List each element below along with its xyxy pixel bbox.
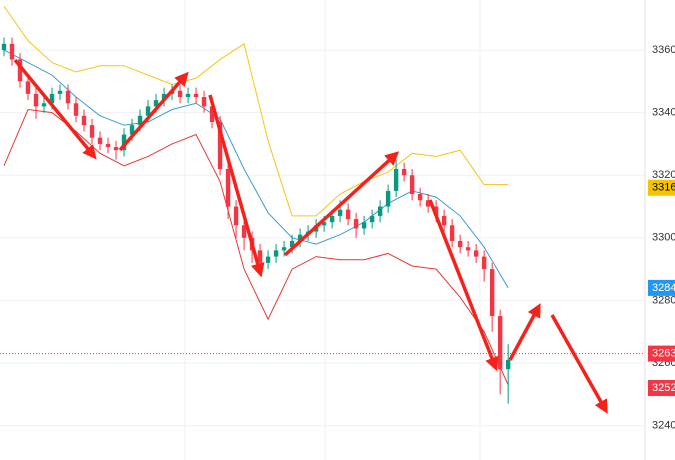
candle-body xyxy=(241,225,247,238)
candle-body xyxy=(441,215,447,226)
price-badge-label: 3284 xyxy=(652,282,675,294)
candle-body xyxy=(257,250,263,263)
price-badge xyxy=(648,345,675,362)
candle-body xyxy=(497,316,503,370)
candle-body xyxy=(361,222,367,229)
candle-body xyxy=(353,219,359,229)
candle-body xyxy=(337,209,343,216)
price-badge-label: 3263 xyxy=(652,348,675,360)
y-tick-label: 3280 xyxy=(652,294,675,306)
price-badge-label: 3252 xyxy=(652,382,675,394)
candle-body xyxy=(41,103,47,107)
candle-body xyxy=(49,93,55,104)
candle-body xyxy=(329,215,335,223)
candle-body xyxy=(81,115,87,126)
candle-body xyxy=(377,206,383,216)
candle-body xyxy=(425,200,431,207)
trend-arrows xyxy=(13,58,608,414)
candle-body xyxy=(193,93,199,98)
candle-body xyxy=(97,137,103,144)
candle-body xyxy=(209,106,215,123)
y-tick-label: 3360 xyxy=(652,44,675,56)
y-tick-label: 3340 xyxy=(652,107,675,119)
candle-body xyxy=(345,209,351,220)
candle-body xyxy=(473,250,479,257)
candle-body xyxy=(481,256,487,270)
candle-body xyxy=(409,175,415,195)
candle-body xyxy=(265,256,271,263)
candle-body xyxy=(113,147,119,151)
candle-body xyxy=(9,43,15,60)
candle-body xyxy=(321,222,327,226)
candle-body xyxy=(201,97,207,107)
candle-body xyxy=(1,43,7,51)
band-line xyxy=(3,49,509,289)
candle-body xyxy=(385,190,391,207)
candle-body xyxy=(449,225,455,241)
candle-body xyxy=(105,143,111,148)
candle-body xyxy=(505,359,511,370)
candle-body xyxy=(57,90,63,94)
candle-body xyxy=(145,106,151,116)
candle-body xyxy=(297,234,303,241)
y-tick-label: 3240 xyxy=(652,419,675,431)
candle-body xyxy=(417,194,423,201)
candle-body xyxy=(17,59,23,82)
candle-body xyxy=(153,100,159,107)
candle-body xyxy=(25,81,31,94)
candle-body xyxy=(217,122,223,169)
candle-body xyxy=(65,90,71,104)
candle-body xyxy=(369,215,375,223)
candle-body xyxy=(465,247,471,251)
candle-body xyxy=(233,206,239,226)
candle-body xyxy=(457,240,463,248)
candle-body xyxy=(129,125,135,135)
price-badge xyxy=(648,380,675,397)
y-tick-label: 3320 xyxy=(652,169,675,181)
candle-body xyxy=(33,93,39,107)
y-tick-label: 3300 xyxy=(652,232,675,244)
candle-body xyxy=(185,93,191,98)
candle-body xyxy=(121,134,127,151)
price-badge xyxy=(648,179,675,196)
price-badge xyxy=(648,279,675,296)
price-badge-label: 3316 xyxy=(652,182,675,194)
candle-body xyxy=(73,103,79,116)
candle-body xyxy=(273,250,279,257)
candle-body xyxy=(289,240,295,248)
candle-body xyxy=(393,168,399,191)
band-line xyxy=(3,5,509,217)
candle-body xyxy=(225,168,231,207)
candle-body xyxy=(89,125,95,138)
candle-body xyxy=(137,115,143,126)
candle-body xyxy=(177,90,183,98)
candle-body xyxy=(161,93,167,101)
candle-body xyxy=(281,247,287,251)
band-line xyxy=(3,108,509,386)
candle-body xyxy=(489,269,495,317)
candle-body xyxy=(401,168,407,176)
